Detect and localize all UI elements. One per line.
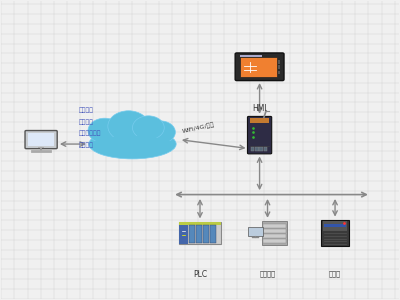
Bar: [196, 225, 202, 243]
Bar: [263, 224, 286, 228]
Bar: [179, 222, 221, 225]
Bar: [189, 225, 195, 243]
Bar: [38, 147, 44, 148]
Bar: [255, 147, 258, 151]
Bar: [203, 225, 209, 243]
Bar: [278, 71, 280, 74]
Bar: [248, 227, 263, 236]
Text: 控制系统: 控制系统: [260, 270, 276, 277]
Bar: [278, 60, 280, 64]
Bar: [278, 65, 280, 69]
Text: 变频器: 变频器: [329, 270, 341, 277]
Text: HMI: HMI: [252, 104, 267, 113]
Text: 程序上传下载: 程序上传下载: [79, 131, 101, 137]
Text: 远程编程: 远程编程: [79, 107, 94, 113]
Bar: [263, 239, 286, 243]
Circle shape: [88, 118, 121, 143]
Bar: [250, 118, 269, 123]
Bar: [240, 57, 277, 77]
Ellipse shape: [91, 136, 174, 155]
Bar: [263, 234, 286, 238]
Bar: [179, 222, 221, 244]
FancyBboxPatch shape: [248, 116, 272, 154]
Bar: [264, 147, 267, 151]
Text: 远程监控: 远程监控: [79, 143, 94, 148]
Text: WiFi/4G/有线: WiFi/4G/有线: [181, 122, 215, 134]
Text: PLC: PLC: [193, 270, 207, 279]
Bar: [210, 225, 216, 243]
Text: 远程调试: 远程调试: [79, 119, 94, 124]
Bar: [262, 221, 287, 245]
Bar: [240, 55, 262, 57]
Bar: [263, 230, 286, 233]
Circle shape: [108, 111, 149, 142]
Bar: [259, 147, 263, 151]
Bar: [179, 225, 188, 244]
Bar: [321, 220, 349, 246]
Bar: [323, 221, 347, 231]
Circle shape: [132, 116, 164, 140]
Bar: [251, 147, 254, 151]
FancyBboxPatch shape: [25, 130, 57, 149]
Bar: [324, 224, 346, 227]
FancyBboxPatch shape: [235, 53, 284, 81]
Circle shape: [145, 121, 175, 143]
Ellipse shape: [89, 129, 176, 159]
Bar: [28, 133, 54, 146]
